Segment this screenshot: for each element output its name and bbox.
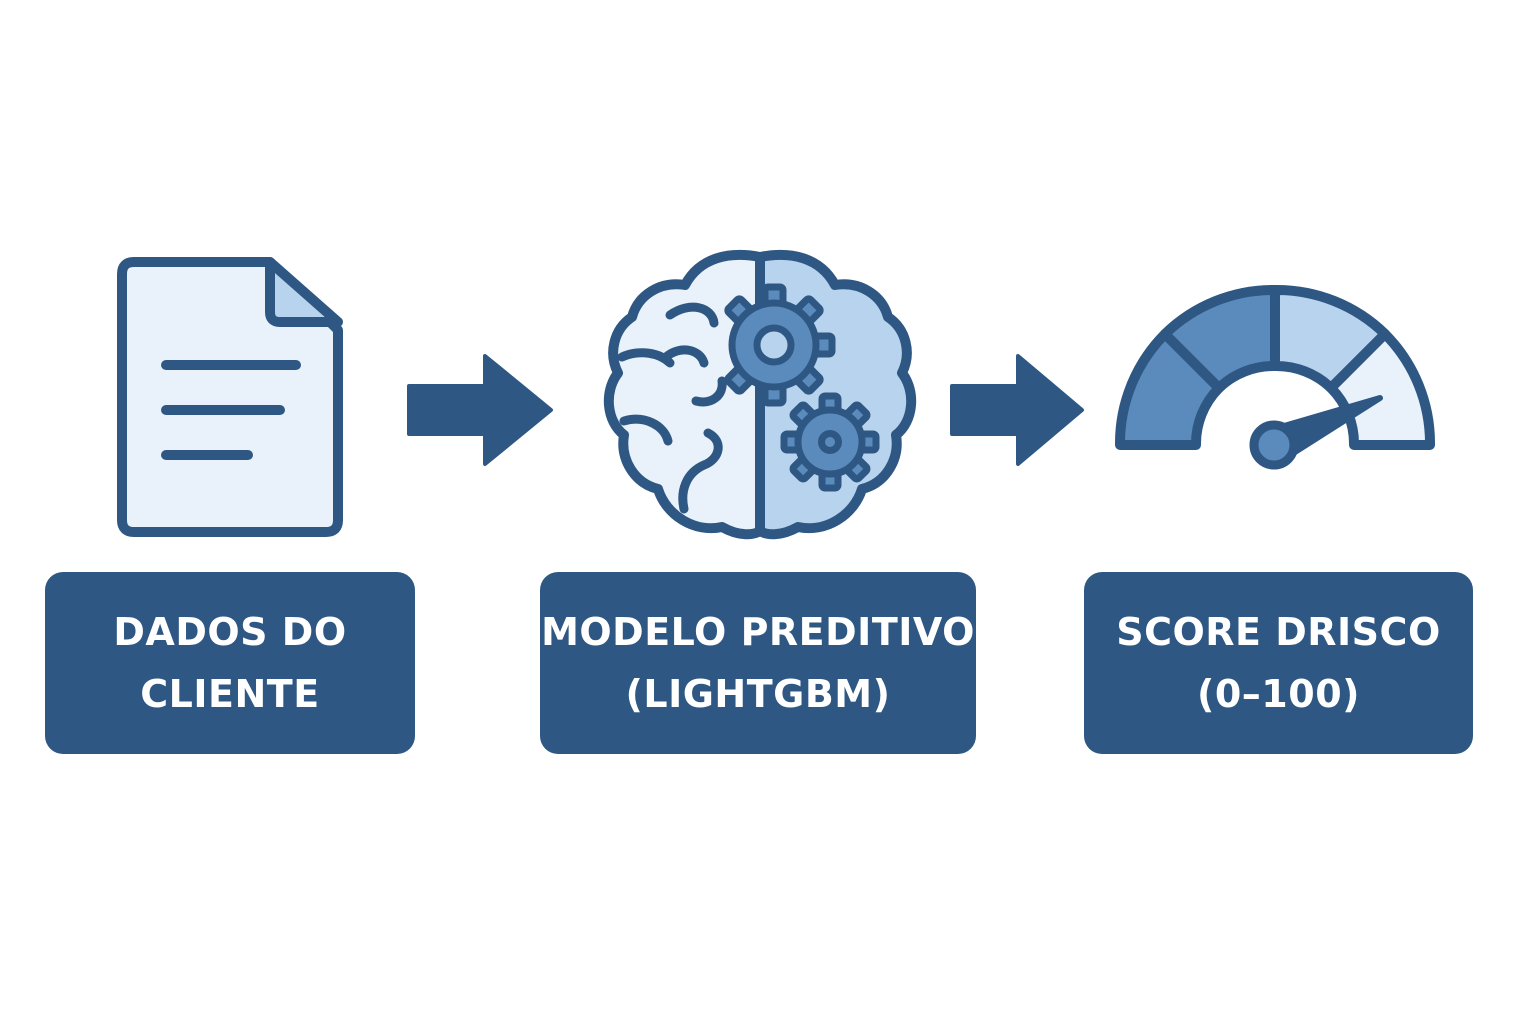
arrow-right-icon: [405, 352, 555, 468]
brain-gears-icon: [600, 245, 920, 545]
document-icon: [110, 250, 360, 550]
step-label-line: (LIGHTGBM): [625, 672, 891, 716]
step-label-line: SCORE DRISCO: [1116, 610, 1441, 654]
step-label-line: CLIENTE: [140, 672, 320, 716]
step-label-score-drisco: SCORE DRISCO (0–100): [1084, 572, 1473, 754]
step-label-line: (0–100): [1197, 672, 1360, 716]
step-label-line: MODELO PREDITIVO: [541, 610, 975, 654]
speedometer-gauge-icon: [1110, 255, 1440, 475]
arrow-right-icon: [948, 352, 1088, 468]
step-label-dados-do-cliente: DADOS DO CLIENTE: [45, 572, 415, 754]
step-label-line: DADOS DO: [113, 610, 347, 654]
step-label-modelo-preditivo: MODELO PREDITIVO (LIGHTGBM): [540, 572, 976, 754]
